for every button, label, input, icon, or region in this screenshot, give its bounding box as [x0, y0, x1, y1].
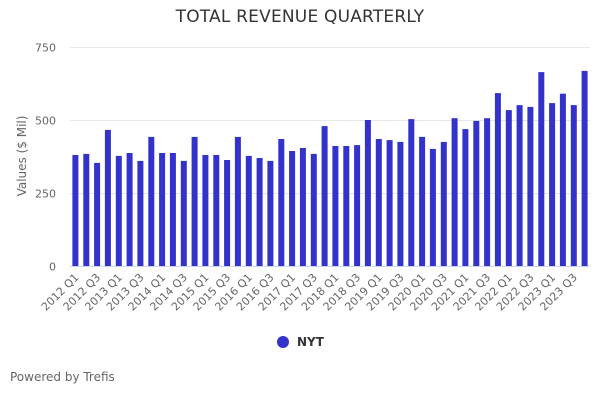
bar[interactable]	[429, 148, 436, 266]
bar[interactable]	[180, 160, 187, 266]
y-tick-label: 0	[49, 261, 56, 274]
bar[interactable]	[72, 155, 79, 266]
powered-by-footer: Powered by Trefis	[10, 370, 115, 384]
bar[interactable]	[310, 153, 317, 266]
bar[interactable]	[527, 106, 534, 267]
bar[interactable]	[148, 136, 155, 266]
bar[interactable]	[397, 141, 404, 266]
bar[interactable]	[549, 103, 556, 266]
bar[interactable]	[256, 158, 263, 266]
bar[interactable]	[332, 146, 339, 266]
bar[interactable]	[94, 162, 101, 266]
bar[interactable]	[451, 118, 458, 266]
bars	[72, 70, 588, 267]
bar[interactable]	[354, 145, 361, 266]
bar[interactable]	[473, 120, 480, 267]
bar[interactable]	[538, 72, 545, 266]
legend-label: NYT	[297, 335, 324, 349]
bar[interactable]	[364, 120, 371, 266]
bar[interactable]	[321, 126, 328, 266]
bar[interactable]	[191, 136, 198, 266]
bar[interactable]	[343, 146, 350, 266]
bar[interactable]	[169, 153, 176, 266]
bar[interactable]	[440, 141, 447, 266]
bar[interactable]	[408, 119, 415, 266]
bar[interactable]	[375, 139, 382, 266]
bar[interactable]	[245, 155, 252, 266]
bar[interactable]	[581, 70, 588, 267]
chart-title: TOTAL REVENUE QUARTERLY	[175, 7, 425, 27]
bar[interactable]	[104, 129, 111, 266]
bar[interactable]	[126, 153, 133, 266]
y-axis-label: Values ($ Mil)	[15, 116, 29, 197]
bar[interactable]	[494, 93, 501, 266]
y-axis-ticks: 0 250 500 750	[35, 42, 56, 274]
bar[interactable]	[505, 110, 512, 266]
gridlines	[70, 47, 590, 194]
bar[interactable]	[267, 160, 274, 266]
bar[interactable]	[516, 105, 523, 266]
bar[interactable]	[83, 153, 90, 266]
bar[interactable]	[137, 160, 144, 266]
bar[interactable]	[159, 153, 166, 266]
bar[interactable]	[462, 129, 469, 266]
bar[interactable]	[115, 155, 122, 266]
bar[interactable]	[234, 136, 241, 266]
y-tick-label: 250	[35, 188, 56, 201]
legend[interactable]: NYT	[277, 335, 324, 349]
bar[interactable]	[559, 93, 566, 266]
bar[interactable]	[213, 155, 220, 266]
y-tick-label: 750	[35, 42, 56, 55]
bar[interactable]	[202, 155, 209, 266]
y-tick-label: 500	[35, 115, 56, 128]
bar[interactable]	[484, 118, 491, 266]
bar[interactable]	[278, 139, 285, 266]
bar[interactable]	[289, 151, 296, 266]
bar[interactable]	[419, 136, 426, 266]
bar[interactable]	[224, 160, 231, 266]
bar[interactable]	[570, 105, 577, 266]
bar[interactable]	[386, 140, 393, 266]
legend-marker-icon	[277, 336, 289, 348]
bar[interactable]	[299, 148, 306, 266]
